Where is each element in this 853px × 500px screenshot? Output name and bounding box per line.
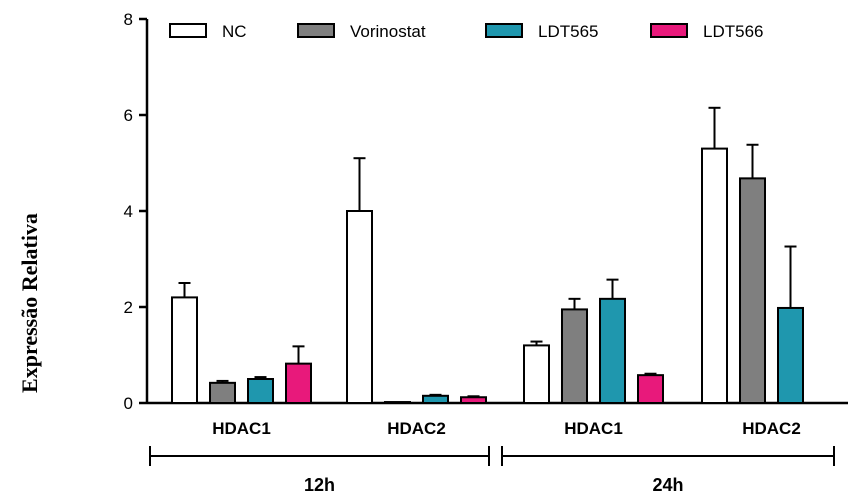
y-tick-label: 4 <box>124 202 133 221</box>
bar <box>739 177 766 404</box>
bar <box>346 210 373 404</box>
legend-label: NC <box>222 22 247 41</box>
y-axis-label: Expressão Relativa <box>17 213 42 393</box>
legend-swatch <box>297 23 335 38</box>
legend-swatch <box>485 23 523 38</box>
y-axis-label-box: Expressão Relativa <box>14 178 46 428</box>
legend-swatch <box>650 23 688 38</box>
y-tick-label: 2 <box>124 298 133 317</box>
bar <box>701 147 728 404</box>
bar <box>460 396 487 404</box>
bar <box>285 362 312 405</box>
group-label: HDAC1 <box>564 419 623 438</box>
bar <box>209 381 236 404</box>
bar <box>561 308 588 404</box>
legend-swatch <box>169 23 207 38</box>
bar <box>777 306 804 404</box>
bar <box>384 401 411 405</box>
time-label: 24h <box>652 475 683 495</box>
time-label: 12h <box>304 475 335 495</box>
y-tick-label: 6 <box>124 106 133 125</box>
bar <box>523 344 550 404</box>
bar <box>599 297 626 404</box>
group-label: HDAC2 <box>387 419 446 438</box>
bar <box>171 296 198 404</box>
group-label: HDAC2 <box>742 419 801 438</box>
legend-label: LDT566 <box>703 22 763 41</box>
group-label: HDAC1 <box>212 419 271 438</box>
bar <box>247 378 274 404</box>
legend-label: Vorinostat <box>350 22 426 41</box>
bar <box>637 374 664 405</box>
y-tick-label: 8 <box>124 10 133 29</box>
y-tick-label: 0 <box>124 394 133 413</box>
legend-label: LDT565 <box>538 22 598 41</box>
bar <box>422 394 449 404</box>
